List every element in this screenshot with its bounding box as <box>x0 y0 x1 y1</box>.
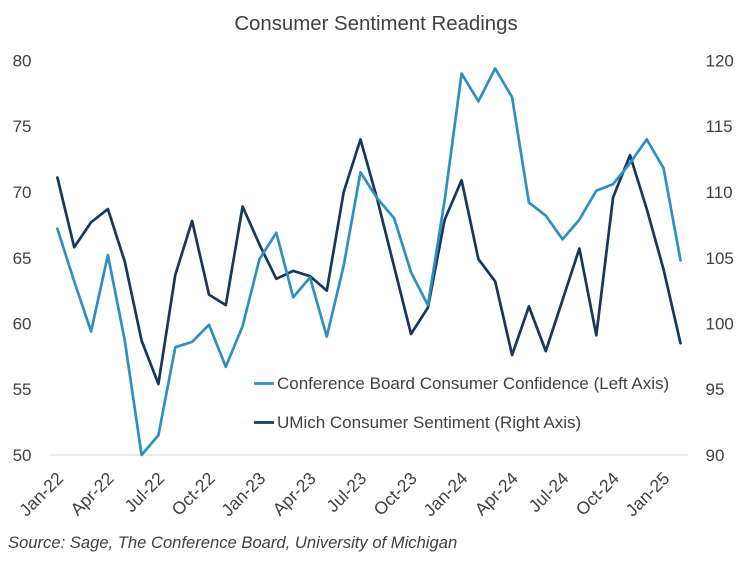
svg-text:50: 50 <box>13 446 32 465</box>
svg-text:60: 60 <box>13 315 32 334</box>
svg-text:Consumer Sentiment Readings: Consumer Sentiment Readings <box>234 13 517 35</box>
svg-text:Conference Board Consumer Conf: Conference Board Consumer Confidence (Le… <box>277 374 669 393</box>
svg-text:100: 100 <box>706 315 734 334</box>
svg-text:65: 65 <box>13 249 32 268</box>
svg-text:95: 95 <box>706 380 725 399</box>
svg-text:Source: Sage, The Conference B: Source: Sage, The Conference Board, Univ… <box>8 533 457 552</box>
svg-text:70: 70 <box>13 183 32 202</box>
svg-text:120: 120 <box>706 52 734 71</box>
svg-text:UMich Consumer Sentiment (Righ: UMich Consumer Sentiment (Right Axis) <box>277 413 581 432</box>
svg-text:105: 105 <box>706 249 734 268</box>
svg-text:80: 80 <box>13 52 32 71</box>
svg-text:55: 55 <box>13 380 32 399</box>
svg-text:90: 90 <box>706 446 725 465</box>
svg-text:75: 75 <box>13 117 32 136</box>
svg-text:115: 115 <box>706 117 733 136</box>
svg-text:110: 110 <box>706 183 733 202</box>
